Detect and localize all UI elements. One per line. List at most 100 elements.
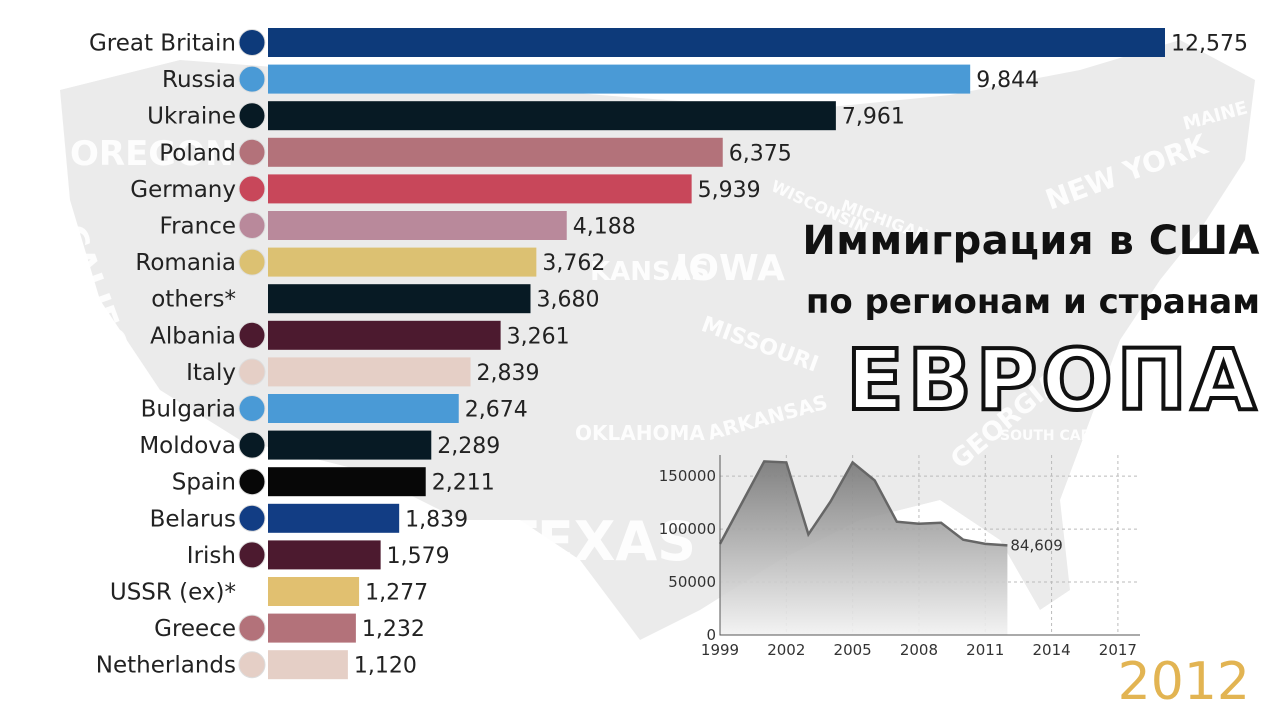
bar-row: Russia 9,844 [162,64,1039,94]
bar [268,394,459,423]
bar-row: Irish 1,579 [187,540,450,570]
bar [268,503,400,533]
map-label-iowa: IOWA [675,248,785,289]
value-label: 5,939 [698,178,761,203]
bar [268,247,537,277]
map-label-south-carolina: SOUTH CAROLINA [1000,428,1140,444]
bar-row: Poland 6,375 [159,137,792,167]
category-label: Netherlands [96,653,236,679]
value-label: 2,211 [432,471,495,496]
flag-russia-icon [238,65,266,93]
bar [268,613,356,643]
x-tick-label: 2002 [767,641,805,659]
area-line [718,460,1008,547]
category-label: Irish [187,543,236,569]
category-label: Great Britain [89,31,236,57]
value-label: 1,579 [387,544,450,569]
value-label: 6,375 [729,141,792,166]
y-tick-label: 0 [706,626,716,644]
value-label: 1,232 [362,617,425,642]
x-tick-label: 2017 [1099,641,1137,659]
chart-title: Иммиграция в США [802,218,1260,264]
category-label: Moldova [139,433,236,459]
flag-poland-icon [238,138,266,166]
category-label: Ukraine [147,104,236,130]
category-label: Bulgaria [141,397,236,423]
bar-row: Great Britain 12,575 [89,28,1248,57]
bar-row: Italy 2,839 [186,357,540,387]
value-label: 9,844 [976,68,1039,93]
category-label: Belarus [150,506,236,532]
bar-row: Belarus 1,839 [150,503,468,533]
value-label: 1,120 [354,654,417,679]
flag-bulgaria-icon [238,395,266,422]
bar [268,101,836,131]
category-label: Romania [135,250,236,276]
category-label: France [160,214,236,240]
flag-greece-icon [238,614,266,642]
bar [268,174,692,204]
bar [268,467,426,497]
bar-row: Spain 2,211 [172,467,495,497]
bar [268,284,531,314]
x-tick-label: 2014 [1032,641,1070,659]
value-label: 3,680 [537,288,600,313]
flag-moldova-icon [238,431,266,459]
bar [268,137,723,167]
bar [268,357,471,387]
area-last-value-label: 84,609 [1010,536,1063,554]
flag-ireland-icon [238,541,266,569]
bar-row: Moldova 2,289 [139,430,500,460]
flag-romania-icon [238,248,266,276]
bar-row: Ukraine 7,961 [147,101,905,131]
category-label: USSR (ex)* [110,580,236,606]
category-label: Poland [159,140,236,166]
x-tick-label: 2008 [900,641,938,659]
category-label: Spain [172,470,236,496]
y-tick-label: 50000 [668,573,716,591]
category-label: Russia [162,67,236,93]
value-label: 1,839 [405,507,468,532]
category-label: Greece [154,616,236,642]
category-label: Germany [130,177,236,203]
bar [268,211,567,240]
flag-spain-icon [238,468,266,496]
bar-row: Netherlands 1,120 [96,650,417,680]
bar-row: Germany 5,939 [130,174,761,204]
flag-ukraine-icon [238,102,266,130]
flag-france-icon [238,212,266,239]
flag-belarus-icon [238,504,266,532]
value-label: 2,289 [437,434,500,459]
bar [268,64,971,94]
bar-row: Romania 3,762 [135,247,605,277]
map-label-oregon: OREGON [70,134,234,174]
flag-albania-icon [238,321,266,349]
bar-row: USSR (ex)* 1,277 [110,577,428,606]
value-label: 4,188 [573,215,636,240]
value-label: 2,674 [465,398,528,423]
flag-netherlands-icon [238,651,266,679]
y-tick-label: 100000 [659,520,716,538]
x-tick-label: 2005 [834,641,872,659]
bar [268,28,1165,57]
region-title: ЕВРОПА [844,331,1260,429]
value-label: 3,261 [507,324,570,349]
value-label: 3,762 [542,251,605,276]
flag-germany-icon [238,175,266,203]
bar-row: France 4,188 [160,211,636,240]
total-area-chart: 1999 2002 2005 2008 2011 2014 2017 0 50000 100000… [659,455,1140,659]
axis-lines [719,455,1140,636]
map-label-texas: TEXAS [500,510,696,573]
category-label: Italy [186,360,236,386]
bar-row: Albania 3,261 [150,320,570,350]
bar-row: Bulgaria 2,674 [141,394,528,423]
map-label-oklahoma: OKLAHOMA [575,421,705,445]
value-label: 2,839 [477,361,540,386]
bar [268,320,501,350]
map-label-kansas: KANSAS [590,257,710,287]
bar [268,540,381,570]
x-tick-label: 1999 [701,641,739,659]
area-fill [720,461,1008,635]
value-label: 12,575 [1171,32,1248,57]
